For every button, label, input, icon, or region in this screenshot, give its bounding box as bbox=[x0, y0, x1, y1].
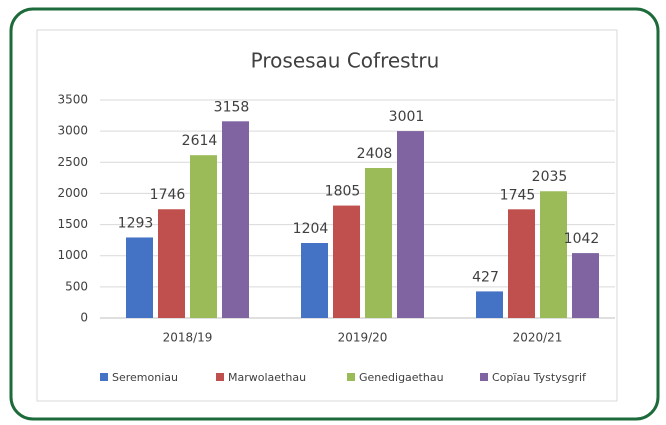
bar bbox=[397, 131, 424, 318]
data-label: 1204 bbox=[293, 221, 329, 237]
y-tick-label: 3500 bbox=[57, 93, 88, 107]
bar bbox=[333, 205, 360, 318]
data-label: 427 bbox=[472, 269, 499, 285]
y-tick-label: 500 bbox=[65, 279, 88, 293]
y-tick-label: 2500 bbox=[57, 155, 88, 169]
bar bbox=[222, 121, 249, 318]
bar bbox=[190, 155, 217, 318]
bar bbox=[301, 243, 328, 318]
data-label: 2614 bbox=[182, 133, 218, 149]
legend-label: Genedigaethau bbox=[359, 371, 444, 384]
data-label: 1293 bbox=[118, 215, 154, 231]
y-tick-label: 0 bbox=[80, 311, 88, 325]
y-tick-label: 3000 bbox=[57, 124, 88, 138]
bar bbox=[476, 291, 503, 318]
legend-label: Seremoniau bbox=[112, 371, 178, 384]
data-label: 2035 bbox=[532, 169, 568, 185]
legend-swatch bbox=[216, 373, 224, 381]
data-label: 1805 bbox=[325, 184, 361, 200]
bar bbox=[508, 209, 535, 318]
legend-label: Copïau Tystysgrif bbox=[492, 371, 587, 384]
bar bbox=[572, 253, 599, 318]
chart-title: Prosesau Cofrestru bbox=[251, 49, 440, 73]
data-label: 1745 bbox=[500, 187, 536, 203]
legend-swatch bbox=[347, 373, 355, 381]
legend-swatch bbox=[100, 373, 108, 381]
x-tick-label: 2020/21 bbox=[513, 331, 563, 345]
bar bbox=[540, 191, 567, 318]
x-tick-label: 2019/20 bbox=[338, 331, 388, 345]
bar bbox=[365, 168, 392, 318]
y-tick-label: 1500 bbox=[57, 217, 88, 231]
bar bbox=[126, 237, 153, 318]
y-tick-label: 2000 bbox=[57, 186, 88, 200]
data-label: 3001 bbox=[389, 109, 425, 125]
legend-swatch bbox=[480, 373, 488, 381]
y-tick-label: 1000 bbox=[57, 248, 88, 262]
bar bbox=[158, 209, 185, 318]
data-label: 3158 bbox=[214, 99, 250, 115]
legend-label: Marwolaethau bbox=[228, 371, 306, 384]
data-label: 1746 bbox=[150, 187, 186, 203]
data-label: 1042 bbox=[564, 231, 600, 247]
data-label: 2408 bbox=[357, 146, 393, 162]
x-tick-label: 2018/19 bbox=[163, 331, 213, 345]
